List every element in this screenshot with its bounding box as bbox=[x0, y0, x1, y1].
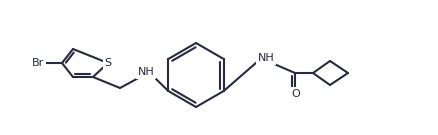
Text: S: S bbox=[104, 58, 112, 68]
Text: O: O bbox=[292, 89, 300, 99]
Text: NH: NH bbox=[138, 67, 154, 77]
Text: Br: Br bbox=[32, 58, 44, 68]
Text: NH: NH bbox=[258, 53, 274, 63]
